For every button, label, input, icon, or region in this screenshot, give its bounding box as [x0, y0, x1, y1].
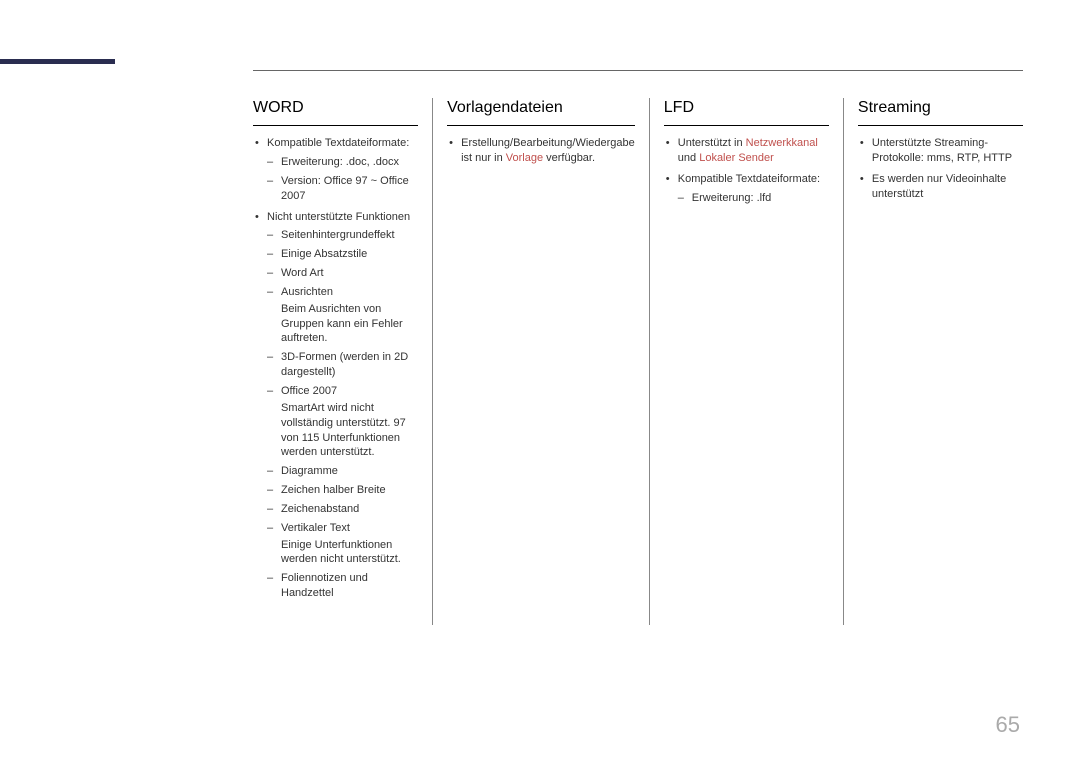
sub-list-item: Diagramme: [267, 464, 418, 479]
sub-item-text: 3D-Formen (werden in 2D dargestellt): [281, 351, 408, 378]
highlight-text: Vorlage: [506, 152, 543, 164]
column-header: Vorlagendateien: [447, 98, 635, 126]
highlight-text: Netzwerkkanal: [746, 137, 818, 149]
column-header: WORD: [253, 98, 418, 126]
sub-list-item: Word Art: [267, 266, 418, 281]
sub-list-item: Erweiterung: .lfd: [678, 191, 829, 206]
item-text: Kompatible Textdateiformate:: [267, 137, 409, 149]
bullet-list: Kompatible Textdateiformate: Erweiterung:…: [253, 136, 418, 601]
sub-item-text: Erweiterung: .doc, .docx: [281, 156, 399, 168]
list-item: Nicht unterstützte Funktionen Seitenhinte…: [253, 210, 418, 601]
list-item: Unterstützte Streaming-Protokolle: mms, …: [858, 136, 1023, 166]
sub-list-item: Einige Absatzstile: [267, 247, 418, 262]
item-text: Unterstützte Streaming-Protokolle: mms, …: [872, 137, 1012, 164]
dash-list: Erweiterung: .lfd: [678, 191, 829, 206]
item-text: Kompatible Textdateiformate:: [678, 173, 820, 185]
sub-list-item: Foliennotizen und Handzettel: [267, 571, 418, 601]
sub-item-text: Zeichenabstand: [281, 503, 359, 515]
sub-list-item: 3D-Formen (werden in 2D dargestellt): [267, 350, 418, 380]
text-fragment: verfügbar.: [543, 152, 595, 164]
sub-item-text: Zeichen halber Breite: [281, 484, 386, 496]
sub-item-text: Erweiterung: .lfd: [692, 192, 771, 204]
dash-list: Erweiterung: .doc, .docx Version: Office …: [267, 155, 418, 204]
table-column: Vorlagendateien Erstellung/Bearbeitung/Wi…: [433, 98, 650, 625]
sub-item-text: Foliennotizen und Handzettel: [281, 572, 368, 599]
sub-item-text: Vertikaler Text: [281, 522, 350, 534]
text-fragment: Unterstützt in: [678, 137, 746, 149]
sub-list-item: Vertikaler Text Einige Unterfunktionen we…: [267, 521, 418, 568]
sub-item-note: Beim Ausrichten von Gruppen kann ein Feh…: [281, 302, 418, 347]
item-text: Es werden nur Videoinhalte unterstützt: [872, 173, 1006, 200]
sub-item-text: Ausrichten: [281, 286, 333, 298]
top-rule: [253, 70, 1023, 71]
table-column: WORD Kompatible Textdateiformate: Erweiter…: [253, 98, 433, 625]
item-text: Nicht unterstützte Funktionen: [267, 211, 410, 223]
sub-item-note: SmartArt wird nicht vollständig unterstü…: [281, 401, 418, 460]
highlight-text: Lokaler Sender: [699, 152, 774, 164]
sub-item-text: Word Art: [281, 267, 324, 279]
accent-bar: [0, 59, 115, 64]
sub-list-item: Version: Office 97 ~ Office 2007: [267, 174, 418, 204]
list-item: Kompatible Textdateiformate: Erweiterung:…: [664, 172, 829, 206]
list-item: Erstellung/Bearbeitung/Wiedergabe ist nu…: [447, 136, 635, 166]
bullet-list: Unterstützt in Netzwerkkanal und Lokaler…: [664, 136, 829, 205]
bullet-list: Erstellung/Bearbeitung/Wiedergabe ist nu…: [447, 136, 635, 166]
sub-list-item: Seitenhintergrundeffekt: [267, 228, 418, 243]
sub-list-item: Zeichenabstand: [267, 502, 418, 517]
sub-item-text: Version: Office 97 ~ Office 2007: [281, 175, 409, 202]
sub-list-item: Zeichen halber Breite: [267, 483, 418, 498]
list-item: Es werden nur Videoinhalte unterstützt: [858, 172, 1023, 202]
list-item: Kompatible Textdateiformate: Erweiterung:…: [253, 136, 418, 203]
table-column: LFD Unterstützt in Netzwerkkanal und Loka…: [650, 98, 844, 625]
page-number: 65: [996, 712, 1020, 738]
sub-item-text: Diagramme: [281, 465, 338, 477]
sub-list-item: Erweiterung: .doc, .docx: [267, 155, 418, 170]
sub-list-item: Office 2007 SmartArt wird nicht vollständ…: [267, 384, 418, 460]
sub-list-item: Ausrichten Beim Ausrichten von Gruppen ka…: [267, 285, 418, 346]
file-format-table: WORD Kompatible Textdateiformate: Erweiter…: [253, 98, 1023, 625]
sub-item-text: Seitenhintergrundeffekt: [281, 229, 395, 241]
column-header: LFD: [664, 98, 829, 126]
dash-list: Seitenhintergrundeffekt Einige Absatzstil…: [267, 228, 418, 601]
sub-item-text: Office 2007: [281, 385, 337, 397]
sub-item-text: Einige Absatzstile: [281, 248, 367, 260]
text-fragment: und: [678, 152, 699, 164]
column-header: Streaming: [858, 98, 1023, 126]
sub-item-note: Einige Unterfunktionen werden nicht unte…: [281, 538, 418, 568]
table-column: Streaming Unterstützte Streaming-Protokol…: [844, 98, 1023, 625]
list-item: Unterstützt in Netzwerkkanal und Lokaler…: [664, 136, 829, 166]
bullet-list: Unterstützte Streaming-Protokolle: mms, …: [858, 136, 1023, 201]
